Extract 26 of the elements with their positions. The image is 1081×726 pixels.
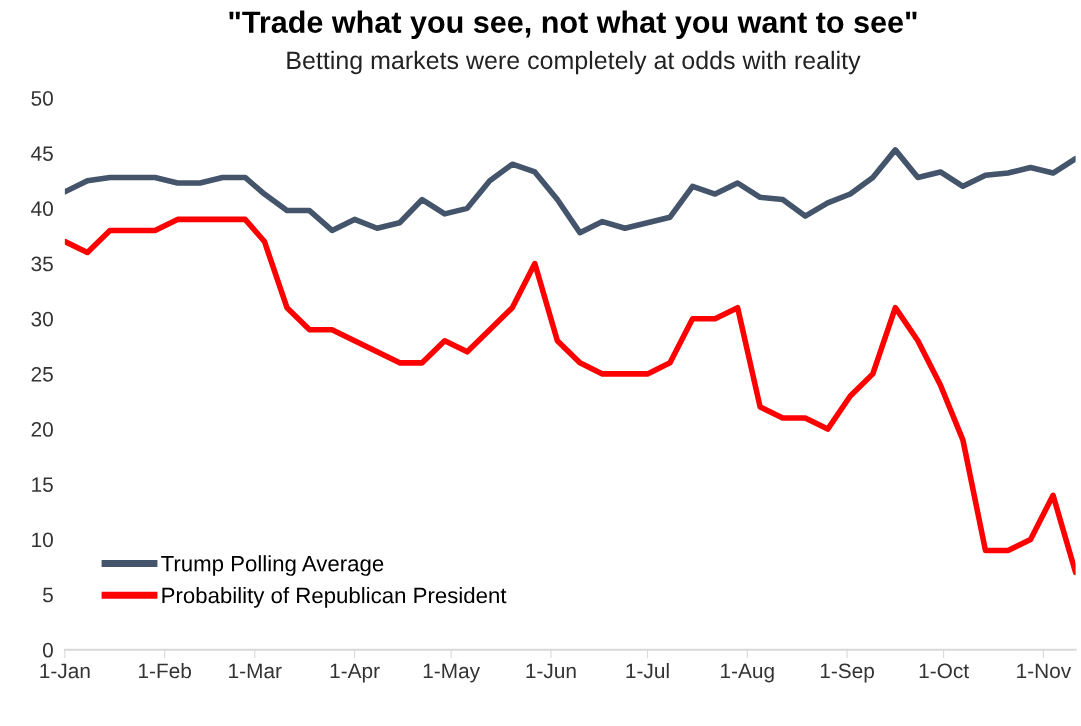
x-tick-label: 1-Jul bbox=[626, 662, 669, 679]
legend-label: Probability of Republican President bbox=[162, 586, 507, 608]
y-tick-label: 35 bbox=[31, 256, 53, 272]
y-tick-label: 0 bbox=[42, 642, 53, 658]
x-tick-label: 1-Nov bbox=[1017, 663, 1072, 679]
x-tick-label: 1-Apr bbox=[330, 663, 380, 683]
x-tick-label: 1-Aug bbox=[721, 663, 774, 683]
y-tick-label: 30 bbox=[31, 311, 53, 327]
y-tick-label: 15 bbox=[32, 477, 53, 492]
chart-title: "Trade what you see, not what you want to see" bbox=[229, 10, 917, 40]
x-tick-label: 1-Sep bbox=[820, 663, 874, 683]
y-tick-label: 40 bbox=[31, 201, 53, 217]
y-tick-label: 25 bbox=[31, 366, 53, 382]
y-tick-label: 20 bbox=[31, 422, 53, 437]
chart-subtitle: Betting markets were completely at odds with reality bbox=[287, 50, 861, 75]
x-tick-label: 1-Jan bbox=[40, 663, 90, 679]
x-tick-label: 1-Mar bbox=[229, 663, 282, 679]
y-tick-label: 5 bbox=[43, 587, 53, 603]
x-tick-label: 1-Oct bbox=[919, 663, 969, 679]
y-tick-label: 50 bbox=[31, 91, 53, 106]
x-tick-label: 1-Jun bbox=[526, 663, 576, 679]
legend-label: Trump Polling Average bbox=[161, 555, 384, 576]
y-tick-label: 10 bbox=[32, 532, 53, 548]
x-tick-label: 1-May bbox=[423, 663, 481, 683]
x-tick-label: 1-Feb bbox=[139, 662, 191, 679]
y-tick-label: 45 bbox=[31, 146, 53, 161]
